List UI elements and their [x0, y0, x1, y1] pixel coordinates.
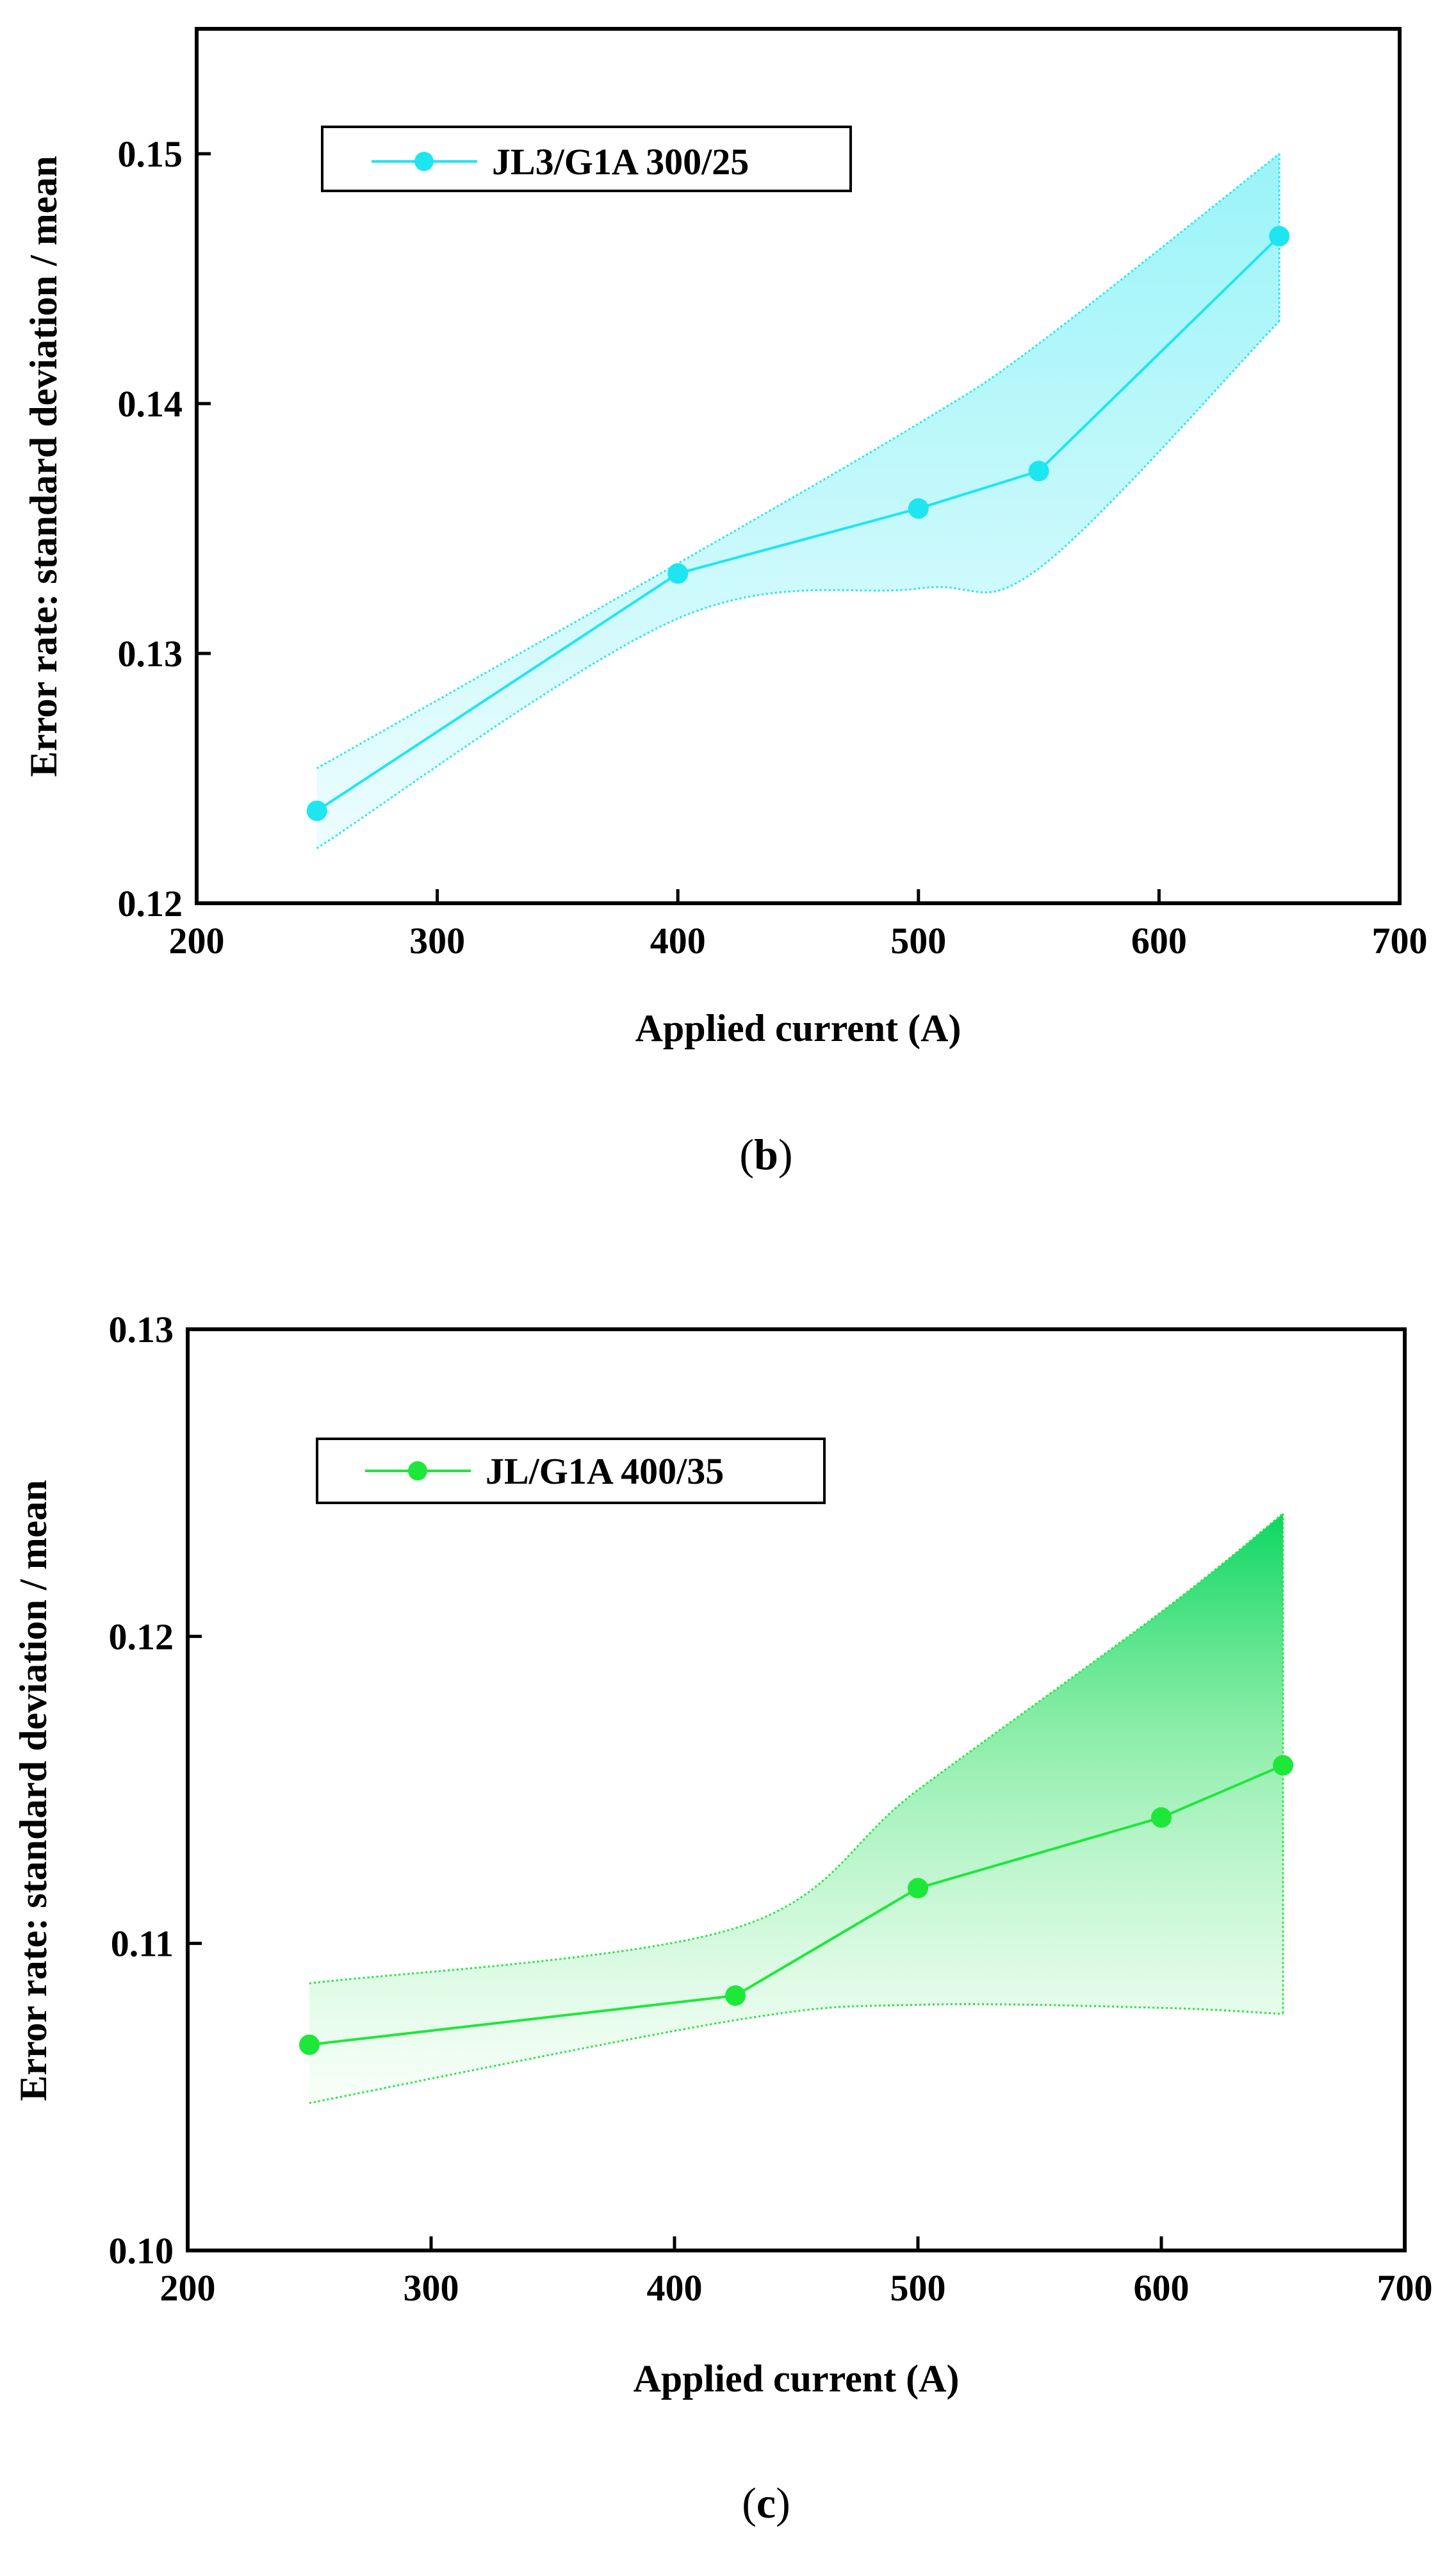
- data-point-c-425: [725, 1985, 746, 2006]
- plot-frame-c: [186, 1327, 1407, 2252]
- data-point-b-550: [1028, 461, 1049, 482]
- axes-c: 200 300 400 500 600 700 0.10 0.11 0.12 0.13: [109, 1309, 1433, 2309]
- lower-bound-line-b: [316, 320, 1280, 849]
- x-tick-label-c-700: 700: [1377, 2267, 1433, 2309]
- error-band-fill-b: [316, 154, 1280, 849]
- lower-bound-line-c: [309, 2003, 1284, 2104]
- plot-frame-b: [195, 27, 1402, 905]
- legend-box-b: [321, 126, 852, 192]
- legend-c: JL/G1A 400/35: [316, 1438, 826, 1504]
- data-point-c-600: [1151, 1807, 1172, 1828]
- x-tick-label-b-500: 500: [890, 920, 946, 962]
- error-band-fill-c: [309, 1513, 1283, 2103]
- chart-panel-c: 200 300 400 500 600 700 0.10 0.11 0.12 0.13 JL/G1…: [12, 1309, 1433, 2527]
- upper-bound-line-b: [316, 152, 1280, 769]
- data-point-b-400: [667, 563, 689, 584]
- legend-label-b: JL3/G1A 300/25: [492, 141, 749, 183]
- error-band-c: [309, 1512, 1284, 2104]
- data-point-c-650: [1273, 1755, 1293, 1776]
- y-axis-label-b: Error rate: standard deviation / mean: [22, 156, 65, 776]
- data-point-c-500: [908, 1878, 928, 1899]
- data-point-c-250: [299, 2034, 320, 2055]
- panel-caption-c: (c): [742, 2479, 790, 2527]
- y-tick-label-c-0: 0.10: [109, 2230, 174, 2272]
- y-tick-label-b-3: 0.15: [118, 133, 183, 175]
- x-axis-label-b: Applied current (A): [635, 1007, 961, 1049]
- data-point-b-650: [1269, 225, 1290, 247]
- y-tick-label-b-1: 0.13: [118, 633, 183, 675]
- x-tick-label-b-200: 200: [169, 920, 225, 962]
- y-tick-label-c-2: 0.12: [109, 1616, 174, 1657]
- x-tick-label-c-200: 200: [160, 2267, 216, 2309]
- x-tick-label-c-400: 400: [647, 2267, 703, 2309]
- x-tick-label-c-300: 300: [404, 2267, 459, 2309]
- caption-letter-c: c: [757, 2479, 776, 2527]
- y-axis-label-c: Error rate: standard deviation / mean: [12, 1480, 54, 2101]
- data-point-b-250: [306, 800, 327, 821]
- panel-caption-b: (b): [739, 1130, 792, 1179]
- legend-b: JL3/G1A 300/25: [321, 126, 852, 192]
- x-tick-label-c-600: 600: [1134, 2267, 1190, 2309]
- y-tick-label-c-3: 0.13: [109, 1309, 174, 1350]
- data-point-b-500: [908, 498, 929, 519]
- x-tick-label-b-600: 600: [1131, 920, 1187, 962]
- legend-label-c: JL/G1A 400/35: [486, 1450, 724, 1492]
- x-tick-label-b-300: 300: [409, 920, 465, 962]
- x-tick-label-b-700: 700: [1372, 920, 1428, 962]
- legend-marker-c: [408, 1461, 427, 1480]
- upper-bound-line-c: [309, 1512, 1284, 1985]
- caption-letter-b: b: [754, 1130, 778, 1179]
- series-b: [306, 225, 1290, 821]
- y-tick-label-c-1: 0.11: [111, 1923, 174, 1965]
- y-tick-label-b-0: 0.12: [118, 883, 183, 924]
- y-tick-label-b-2: 0.14: [118, 383, 183, 425]
- series-c: [299, 1755, 1293, 2055]
- chart-panel-b: 200 300 400 500 600 700 0.12 0.13 0.14 0.15 JL3/G…: [22, 27, 1428, 1179]
- error-band-b: [316, 152, 1280, 849]
- x-tick-label-b-400: 400: [650, 920, 706, 962]
- x-tick-label-c-500: 500: [890, 2267, 946, 2309]
- x-axis-label-c: Applied current (A): [634, 2357, 960, 2400]
- axes-b: 200 300 400 500 600 700 0.12 0.13 0.14 0.15: [118, 133, 1428, 962]
- legend-marker-b: [414, 152, 434, 171]
